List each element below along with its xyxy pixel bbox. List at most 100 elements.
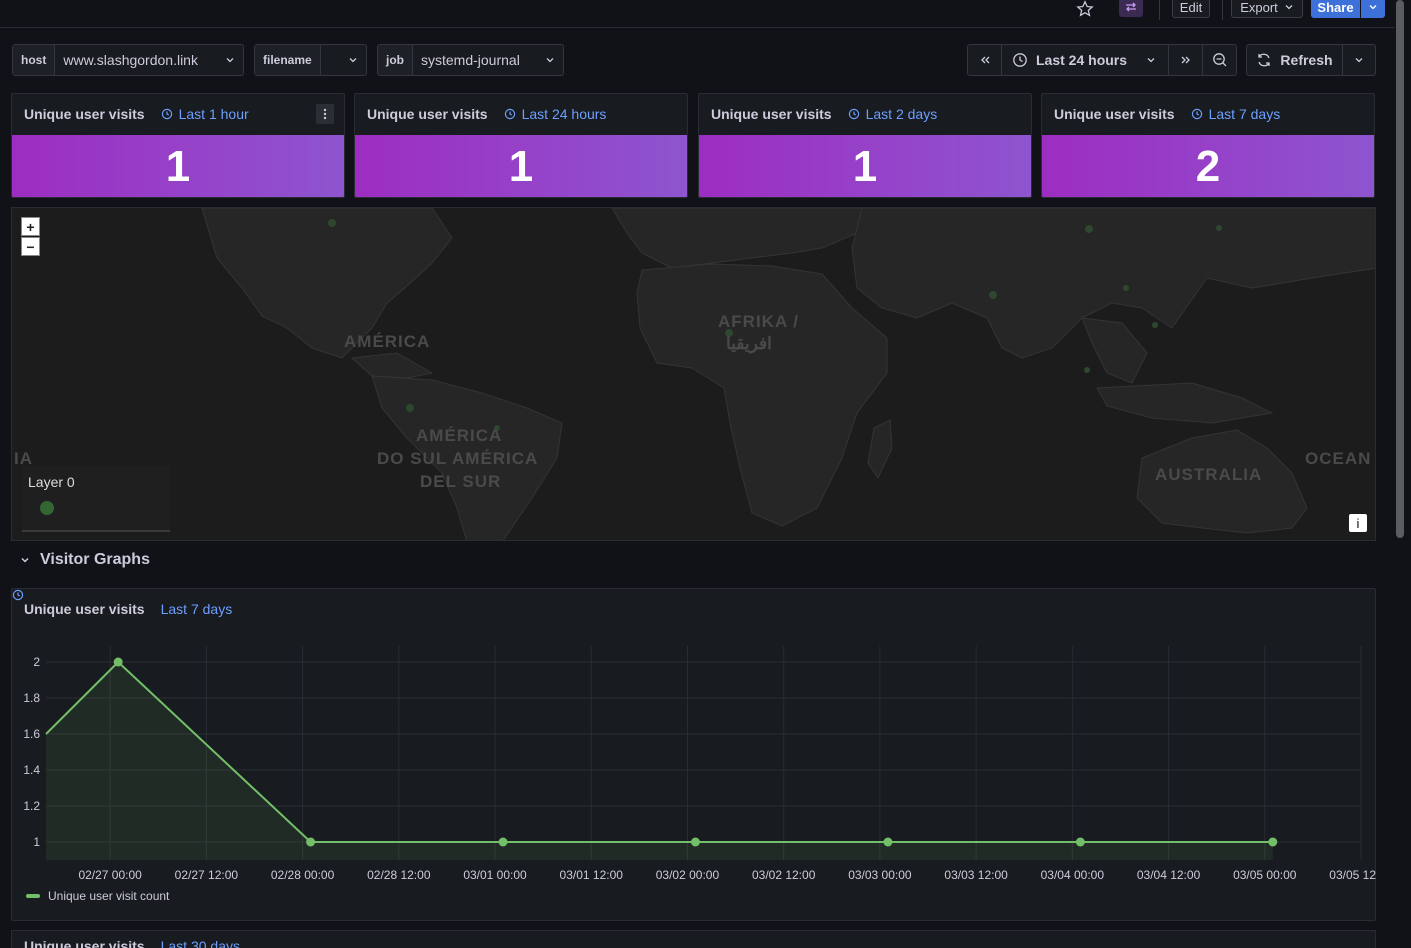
export-label: Export bbox=[1240, 0, 1278, 15]
land-indonesia bbox=[1096, 382, 1274, 424]
land-africa bbox=[636, 263, 888, 527]
page-scrollbar[interactable] bbox=[1396, 0, 1404, 538]
double-chevron-left-icon bbox=[980, 56, 989, 64]
time-range-picker[interactable]: Last 24 hours bbox=[1002, 45, 1169, 75]
y-tick-label: 1.8 bbox=[23, 691, 40, 705]
y-tick-label: 1.6 bbox=[23, 727, 40, 741]
x-tick-label: 03/04 12:00 bbox=[1137, 868, 1201, 882]
stat-panel-last-2-days: Unique user visits Last 2 days 1 bbox=[698, 93, 1032, 198]
x-tick-label: 02/27 00:00 bbox=[78, 868, 142, 882]
map-attribution-button[interactable]: i bbox=[1349, 514, 1367, 532]
map-label-america: AMÉRICA bbox=[344, 332, 431, 351]
time-range-controls: Last 24 hours bbox=[967, 44, 1237, 76]
time-shift-back-button[interactable] bbox=[968, 45, 1002, 75]
panel-title: Unique user visits bbox=[367, 106, 488, 122]
time-shift-forward-button[interactable] bbox=[1169, 45, 1203, 75]
clock-icon bbox=[161, 108, 172, 120]
panel-menu-icon[interactable] bbox=[316, 104, 334, 124]
geomap-panel[interactable]: AMÉRICA AFRIKA / افريقيا AMÉRICA DO SUL … bbox=[11, 207, 1376, 541]
data-point bbox=[498, 837, 508, 847]
chevron-down-icon bbox=[1285, 5, 1293, 10]
row-visitor-graphs[interactable]: Visitor Graphs bbox=[20, 551, 150, 569]
chart-legend[interactable]: Unique user visit count bbox=[26, 889, 169, 903]
x-tick-label: 03/03 12:00 bbox=[944, 868, 1008, 882]
land-caribbean bbox=[350, 352, 434, 379]
zoom-out-icon bbox=[1212, 53, 1226, 67]
variable-filename: filename bbox=[254, 44, 367, 76]
export-button[interactable]: Export bbox=[1231, 0, 1303, 18]
variable-job: job systemd-journal bbox=[377, 44, 564, 76]
variable-value: systemd-journal bbox=[421, 52, 520, 68]
data-point bbox=[690, 837, 700, 847]
panel-time-info: Last 24 hours bbox=[504, 106, 607, 122]
map-label-ocean: OCEAN bbox=[1305, 449, 1372, 468]
x-tick-label: 03/05 00:00 bbox=[1233, 868, 1297, 882]
map-label-south-america: DEL SUR bbox=[420, 472, 502, 491]
land-europe bbox=[611, 208, 863, 269]
x-tick-label: 02/28 12:00 bbox=[367, 868, 431, 882]
panel-title: Unique user visits bbox=[711, 106, 832, 122]
timeseries-chart[interactable]: 1 1.2 1.4 1.6 1.8 2 02/27 00:00 02/27 12:00 02/2… bbox=[12, 589, 1377, 889]
stat-value: 1 bbox=[355, 135, 687, 197]
map-label-south-america: AMÉRICA bbox=[416, 426, 503, 445]
land-indochina bbox=[1081, 317, 1148, 384]
toolbar-divider bbox=[1222, 0, 1223, 20]
host-select[interactable]: www.slashgordon.link bbox=[55, 45, 243, 75]
edit-button[interactable]: Edit bbox=[1172, 0, 1210, 18]
panel-time-label: Last 7 days bbox=[160, 601, 233, 617]
variable-label: job bbox=[378, 45, 413, 75]
x-tick-label: 03/01 00:00 bbox=[463, 868, 527, 882]
switch-icon[interactable] bbox=[1119, 0, 1143, 17]
job-select[interactable]: systemd-journal bbox=[413, 45, 563, 75]
map-zoom-out-button[interactable]: − bbox=[21, 237, 40, 256]
panel-time-info: Last 1 hour bbox=[161, 106, 249, 122]
y-tick-label: 2 bbox=[33, 655, 40, 669]
share-dropdown-button[interactable] bbox=[1361, 0, 1385, 18]
data-point bbox=[306, 837, 316, 847]
time-range-label: Last 24 hours bbox=[1036, 52, 1128, 68]
map-label-south-america: DO SUL AMÉRICA bbox=[377, 449, 539, 468]
y-tick-label: 1.4 bbox=[23, 763, 40, 777]
panel-time-label: Last 7 days bbox=[1208, 106, 1281, 122]
stat-value: 1 bbox=[699, 135, 1031, 197]
row-title: Visitor Graphs bbox=[40, 551, 150, 568]
series-area bbox=[46, 662, 1273, 860]
chevron-down-icon bbox=[1355, 58, 1363, 63]
land-north-america bbox=[201, 208, 453, 359]
clock-icon bbox=[1191, 108, 1202, 120]
panel-title: Unique user visits bbox=[24, 601, 145, 617]
share-button[interactable]: Share bbox=[1311, 0, 1360, 18]
zoom-out-time-button[interactable] bbox=[1203, 45, 1236, 75]
chevron-down-icon bbox=[21, 557, 29, 563]
stat-panel-last-7-days: Unique user visits Last 7 days 2 bbox=[1041, 93, 1375, 198]
panel-time-info: Last 7 days bbox=[12, 589, 233, 617]
chevron-down-icon bbox=[226, 58, 234, 63]
toolbar-divider bbox=[1159, 0, 1160, 20]
clock-icon bbox=[12, 589, 24, 601]
map-label-africa-arabic: افريقيا bbox=[726, 334, 772, 353]
panel-time-label: Last 24 hours bbox=[521, 106, 607, 122]
map-label-australia: AUSTRALIA bbox=[1155, 465, 1263, 484]
map-zoom-in-button[interactable]: + bbox=[21, 217, 40, 236]
panel-title: Unique user visits bbox=[1054, 106, 1175, 122]
y-tick-label: 1 bbox=[33, 835, 40, 849]
variable-label: host bbox=[13, 45, 56, 75]
data-point bbox=[1268, 837, 1278, 847]
x-tick-label: 03/02 12:00 bbox=[752, 868, 816, 882]
y-tick-label: 1.2 bbox=[23, 799, 40, 813]
x-tick-label: 03/03 00:00 bbox=[848, 868, 912, 882]
x-tick-label: 03/04 00:00 bbox=[1041, 868, 1105, 882]
panel-time-info: Last 2 days bbox=[848, 106, 937, 122]
panel-time-info: Last 7 days bbox=[1191, 106, 1281, 122]
panel-title: Unique user visits bbox=[24, 106, 145, 122]
top-toolbar: Edit Export Share bbox=[0, 0, 1394, 28]
filename-select[interactable] bbox=[321, 45, 366, 75]
refresh-icon bbox=[1258, 53, 1271, 67]
x-tick-label: 02/27 12:00 bbox=[175, 868, 239, 882]
map-layer-legend: Layer 0 bbox=[22, 466, 170, 532]
chevron-down-icon bbox=[1147, 58, 1155, 63]
refresh-button[interactable]: Refresh bbox=[1247, 45, 1343, 75]
refresh-interval-dropdown[interactable] bbox=[1343, 45, 1375, 75]
star-icon[interactable] bbox=[1076, 0, 1094, 18]
clock-icon bbox=[848, 108, 859, 120]
